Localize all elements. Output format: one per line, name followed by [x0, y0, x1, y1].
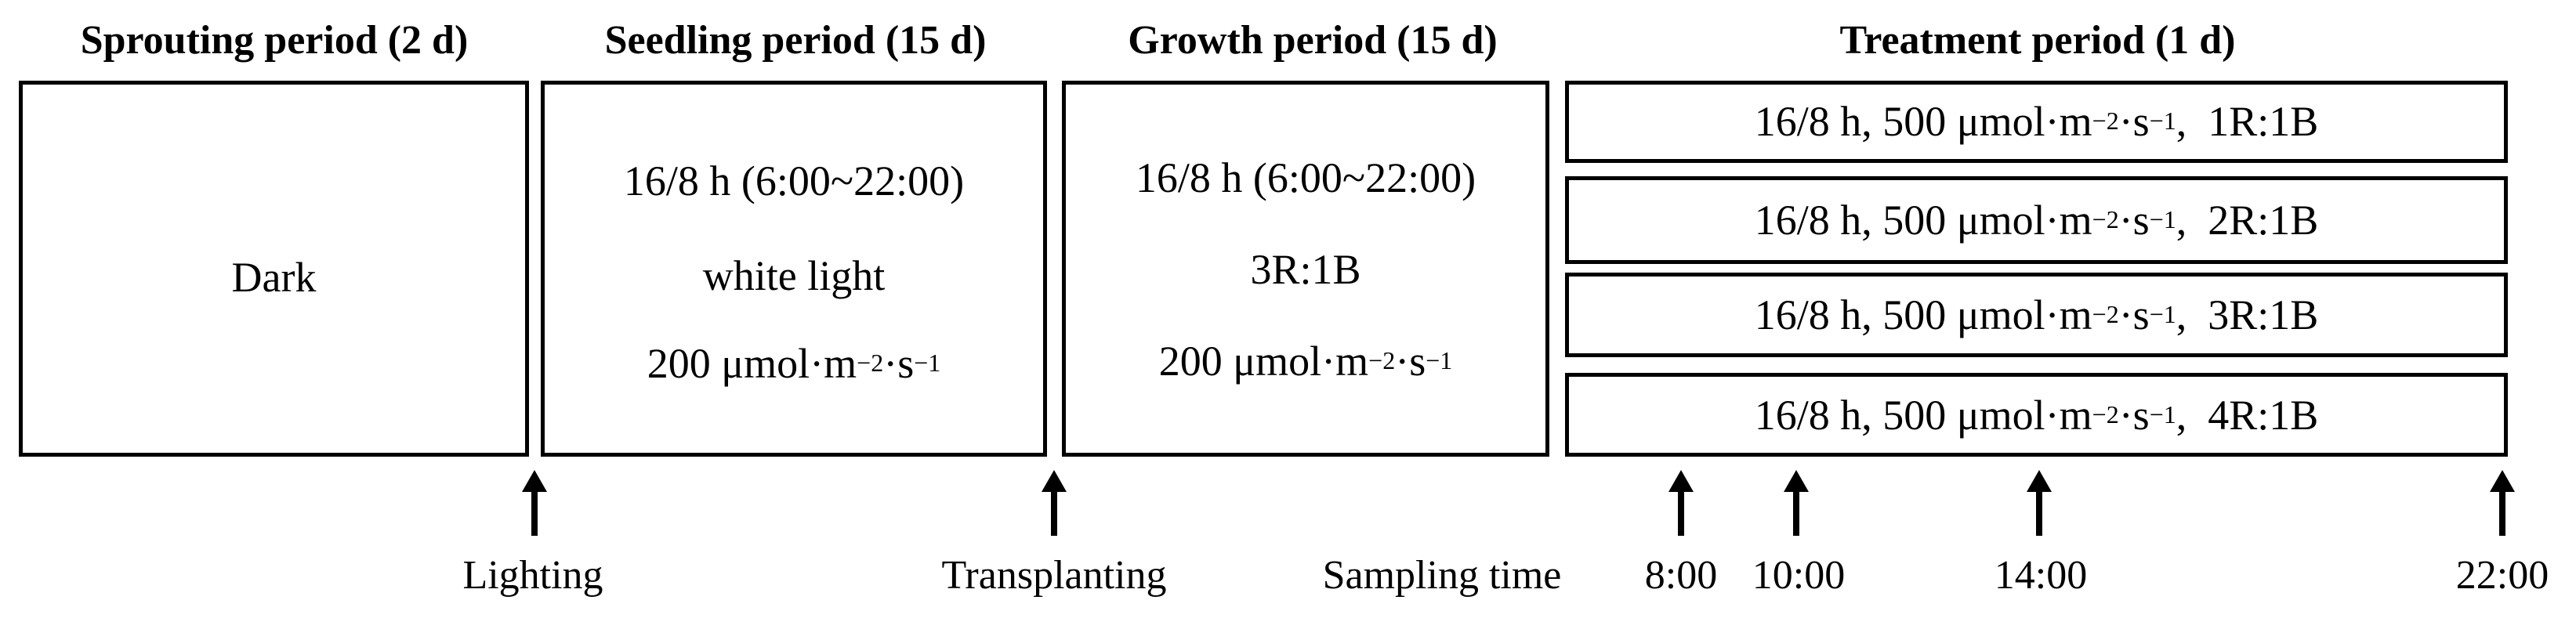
growth-intensity-base: 200 μmol·m: [1158, 338, 1369, 385]
treatment-exp1: −2: [2092, 107, 2119, 135]
treatment-period-title: Treatment period (1 d): [1839, 18, 2236, 63]
seedling-box: 16/8 h (6:00~22:00) white light 200 μmol…: [541, 81, 1047, 457]
treatment-ratio: , 3R:1B: [2176, 291, 2319, 338]
treatment-ratio: , 4R:1B: [2176, 392, 2319, 439]
seedling-period-title: Seedling period (15 d): [604, 18, 987, 63]
growth-box: 16/8 h (6:00~22:00) 3R:1B 200 μmol·m−2·s…: [1062, 81, 1549, 457]
treatment-text: 16/8 h, 500 μmol·m−2·s−1, 1R:1B: [1569, 97, 2504, 146]
seedling-intensity-exp1: −2: [857, 349, 884, 377]
time-label-10: 10:00: [1752, 553, 1846, 598]
treatment-exp2: −1: [2149, 107, 2176, 135]
time-label-8: 8:00: [1644, 553, 1718, 598]
treatment-text: 16/8 h, 500 μmol·m−2·s−1, 2R:1B: [1569, 196, 2504, 244]
treatment-box-4: 16/8 h, 500 μmol·m−2·s−1, 4R:1B: [1565, 373, 2508, 457]
lighting-label: Lighting: [462, 553, 603, 598]
treatment-exp1: −2: [2092, 300, 2119, 328]
treatment-exp1: −2: [2092, 400, 2119, 428]
treatment-exp2: −1: [2149, 205, 2176, 233]
treatment-box-1: 16/8 h, 500 μmol·m−2·s−1, 1R:1B: [1565, 81, 2508, 163]
seedling-intensity: 200 μmol·m−2·s−1: [545, 339, 1043, 388]
treatment-prefix: 16/8 h, 500 μmol·m: [1754, 98, 2092, 145]
sampling-14-arrow-icon: [2027, 470, 2052, 536]
treatment-mid: ·s: [2118, 291, 2150, 338]
treatment-mid: ·s: [2118, 197, 2150, 244]
treatment-mid: ·s: [2118, 98, 2150, 145]
treatment-ratio: , 1R:1B: [2176, 98, 2319, 145]
growth-period-title: Growth period (15 d): [1128, 18, 1498, 63]
treatment-mid: ·s: [2118, 392, 2150, 439]
treatment-box-3: 16/8 h, 500 μmol·m−2·s−1, 3R:1B: [1565, 273, 2508, 357]
time-label-14: 14:00: [1994, 553, 2088, 598]
growth-intensity-exp1: −2: [1368, 346, 1396, 374]
sampling-22-arrow-icon: [2490, 470, 2515, 536]
treatment-text: 16/8 h, 500 μmol·m−2·s−1, 3R:1B: [1569, 291, 2504, 339]
treatment-ratio: , 2R:1B: [2176, 197, 2319, 244]
transplanting-arrow-icon: [1042, 470, 1067, 536]
transplanting-label: Transplanting: [941, 553, 1167, 598]
treatment-prefix: 16/8 h, 500 μmol·m: [1754, 197, 2092, 244]
treatment-exp1: −2: [2092, 205, 2119, 233]
treatment-exp2: −1: [2149, 300, 2176, 328]
sampling-time-label: Sampling time: [1322, 553, 1562, 598]
time-label-22: 22:00: [2455, 553, 2549, 598]
growth-photoperiod: 16/8 h (6:00~22:00): [1135, 154, 1476, 201]
seedling-intensity-base: 200 μmol·m: [647, 340, 857, 387]
sprouting-box: Dark: [19, 81, 529, 457]
treatment-exp2: −1: [2149, 400, 2176, 428]
growth-intensity-exp2: −1: [1426, 346, 1453, 374]
sampling-10-arrow-icon: [1784, 470, 1809, 536]
growth-light-ratio: 3R:1B: [1250, 246, 1361, 293]
seedling-intensity-mid: ·s: [883, 340, 915, 387]
growth-intensity-mid: ·s: [1395, 338, 1426, 385]
treatment-prefix: 16/8 h, 500 μmol·m: [1754, 291, 2092, 338]
seedling-photoperiod: 16/8 h (6:00~22:00): [623, 157, 965, 204]
sprouting-period-title: Sprouting period (2 d): [80, 18, 469, 63]
sprouting-condition: Dark: [231, 254, 317, 301]
seedling-intensity-exp2: −1: [914, 349, 941, 377]
lighting-arrow-icon: [522, 470, 547, 536]
treatment-text: 16/8 h, 500 μmol·m−2·s−1, 4R:1B: [1569, 391, 2504, 439]
treatment-prefix: 16/8 h, 500 μmol·m: [1754, 392, 2092, 439]
seedling-light-type: white light: [702, 252, 886, 299]
growth-intensity: 200 μmol·m−2·s−1: [1066, 337, 1545, 385]
sampling-8-arrow-icon: [1668, 470, 1694, 536]
treatment-box-2: 16/8 h, 500 μmol·m−2·s−1, 2R:1B: [1565, 176, 2508, 264]
